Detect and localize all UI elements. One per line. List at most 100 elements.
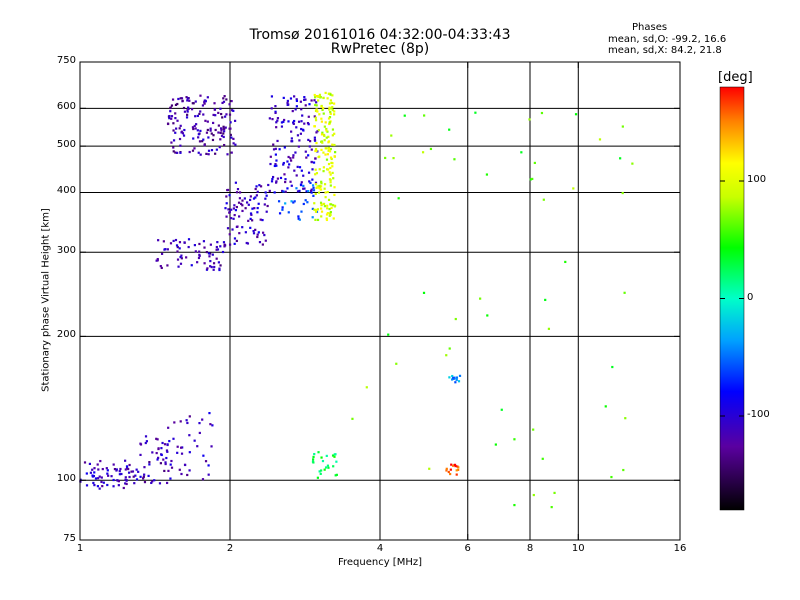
data-point: [294, 108, 297, 111]
data-point: [117, 480, 121, 483]
data-point: [198, 422, 201, 425]
data-point: [221, 101, 224, 105]
data-point: [112, 463, 115, 466]
data-point: [234, 209, 238, 212]
data-point: [288, 163, 291, 166]
data-point: [118, 470, 121, 473]
data-point: [223, 143, 226, 147]
data-point: [250, 213, 253, 216]
data-point: [197, 256, 201, 260]
data-point: [320, 210, 324, 213]
data-point: [133, 482, 136, 485]
data-point: [307, 123, 310, 126]
data-point: [453, 463, 457, 467]
data-point: [106, 483, 109, 487]
data-point: [621, 125, 624, 128]
data-point: [330, 157, 333, 161]
y-tick-label: 300: [56, 245, 76, 257]
data-point: [147, 474, 150, 478]
data-point: [249, 198, 252, 202]
data-point: [222, 125, 225, 128]
data-point: [92, 481, 95, 485]
data-point: [286, 160, 289, 163]
data-point: [479, 297, 482, 300]
data-point: [298, 189, 301, 193]
data-point: [98, 475, 101, 478]
data-point: [330, 107, 333, 110]
y-tick-label: 750: [56, 55, 76, 66]
data-point: [320, 105, 323, 108]
data-point: [188, 99, 191, 102]
data-point: [457, 380, 461, 383]
data-point: [314, 192, 317, 196]
data-point: [187, 245, 190, 249]
data-point: [329, 173, 332, 176]
data-point: [188, 150, 191, 154]
data-point: [325, 218, 329, 222]
data-point: [302, 129, 305, 132]
data-point: [257, 231, 260, 234]
data-point: [232, 207, 235, 210]
data-point: [241, 226, 244, 229]
data-point: [230, 208, 233, 211]
data-point: [293, 169, 296, 172]
data-point: [212, 134, 215, 137]
data-point: [313, 208, 316, 211]
data-point: [220, 134, 224, 137]
data-point: [622, 468, 625, 472]
data-point: [172, 122, 175, 125]
data-point: [314, 116, 317, 119]
data-point: [322, 107, 325, 110]
data-point: [228, 210, 231, 214]
data-point: [230, 217, 233, 220]
data-point: [178, 247, 181, 250]
data-point: [486, 314, 489, 317]
data-point: [170, 466, 174, 469]
data-point: [280, 125, 284, 128]
data-point: [157, 456, 160, 459]
data-point: [322, 96, 325, 100]
data-point: [458, 374, 462, 377]
data-point: [187, 106, 190, 109]
data-point: [176, 445, 179, 448]
data-point: [297, 120, 301, 123]
data-point: [197, 136, 200, 139]
data-point: [219, 264, 222, 267]
data-point: [321, 459, 325, 463]
data-point: [228, 113, 232, 116]
data-point: [265, 210, 268, 213]
data-point: [292, 122, 295, 125]
data-point: [172, 146, 175, 149]
data-point: [96, 485, 100, 488]
data-point: [191, 149, 195, 152]
data-point: [169, 106, 172, 109]
data-point: [249, 226, 252, 229]
data-point: [335, 460, 338, 463]
data-point: [230, 109, 234, 112]
data-point: [175, 244, 179, 247]
data-point: [574, 113, 578, 116]
data-point: [92, 474, 96, 478]
data-point: [296, 134, 300, 137]
data-point: [186, 97, 189, 100]
data-point: [300, 210, 303, 213]
data-point: [187, 107, 190, 110]
data-point: [225, 202, 228, 205]
data-point: [304, 104, 307, 107]
data-point: [249, 212, 253, 215]
data-point: [330, 203, 333, 206]
data-point: [221, 250, 225, 254]
data-point: [298, 139, 301, 142]
data-point: [186, 109, 189, 112]
data-point: [531, 177, 534, 181]
data-point: [257, 202, 260, 205]
data-point: [324, 153, 327, 156]
data-point: [205, 131, 209, 134]
data-point: [180, 97, 184, 100]
data-point: [256, 206, 259, 210]
data-point: [319, 472, 322, 475]
data-point: [100, 476, 103, 479]
chart-title-line1: Tromsø 20161016 04:32:00-04:33:43: [249, 27, 511, 43]
data-point: [160, 252, 164, 255]
data-point: [323, 183, 327, 186]
